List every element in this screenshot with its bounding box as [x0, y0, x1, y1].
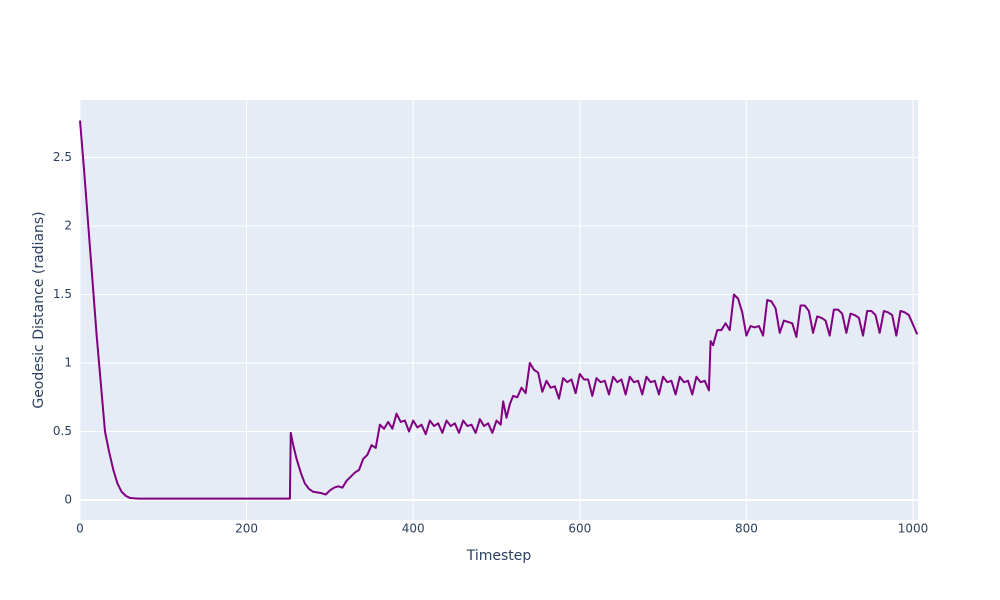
y-tick-label: 0	[64, 493, 72, 507]
x-tick-label: 0	[76, 522, 84, 536]
x-tick-label: 800	[735, 522, 758, 536]
x-axis-title: Timestep	[466, 548, 532, 564]
y-axis-title: Geodesic Distance (radians)	[31, 211, 47, 408]
x-tick-label: 400	[402, 522, 425, 536]
data-line	[79, 120, 919, 500]
y-tick-label: 1	[64, 356, 72, 370]
y-tick-label: 1.5	[53, 287, 72, 301]
y-tick-label: 2.5	[53, 150, 72, 164]
y-tick-label: 2	[64, 219, 72, 233]
x-tick-label: 1000	[898, 522, 929, 536]
x-tick-label: 200	[235, 522, 258, 536]
x-tick-label: 600	[568, 522, 591, 536]
y-tick-label: 0.5	[53, 424, 72, 438]
plot-area	[80, 100, 918, 520]
